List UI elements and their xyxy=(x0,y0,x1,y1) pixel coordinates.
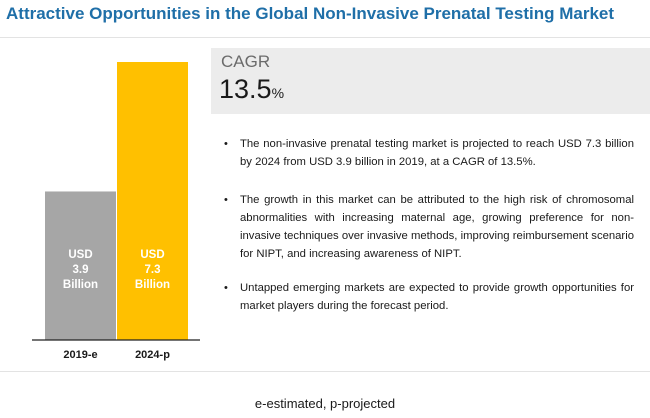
bullet-icon: • xyxy=(224,194,228,206)
highlight-item: • Untapped emerging markets are expected … xyxy=(214,279,634,315)
x-tick-label: 2019-e xyxy=(63,349,97,361)
bar-data-label: USD xyxy=(68,249,92,261)
bar-data-label: 3.9 xyxy=(73,264,89,276)
bar-data-label: USD xyxy=(140,249,164,261)
highlight-text: The growth in this market can be attribu… xyxy=(240,194,634,260)
bar-data-label: Billion xyxy=(135,279,170,291)
bar-2024-p xyxy=(117,62,188,340)
bullet-icon: • xyxy=(224,282,228,294)
bar-data-label: 7.3 xyxy=(145,264,161,276)
cagr-label: CAGR xyxy=(221,52,271,71)
highlight-text: Untapped emerging markets are expected t… xyxy=(240,282,634,312)
highlight-item: • The non-invasive prenatal testing marke… xyxy=(214,135,634,171)
highlight-item: • The growth in this market can be attrib… xyxy=(214,191,634,263)
bullet-icon: • xyxy=(224,138,228,150)
highlights-list: • The non-invasive prenatal testing marke… xyxy=(214,135,634,335)
cagr-unit: % xyxy=(271,85,285,101)
bar-data-label: Billion xyxy=(63,279,98,291)
bar-2019-e xyxy=(45,191,116,340)
highlight-text: The non-invasive prenatal testing market… xyxy=(240,138,634,168)
cagr-number: 13.5 xyxy=(219,74,272,104)
chart-title: Attractive Opportunities in the Global N… xyxy=(6,4,615,23)
cagr-value: 13.5% xyxy=(219,74,284,105)
x-tick-label: 2024-p xyxy=(135,349,170,361)
footnote: e-estimated, p-projected xyxy=(254,396,396,411)
cagr-band xyxy=(211,48,650,114)
